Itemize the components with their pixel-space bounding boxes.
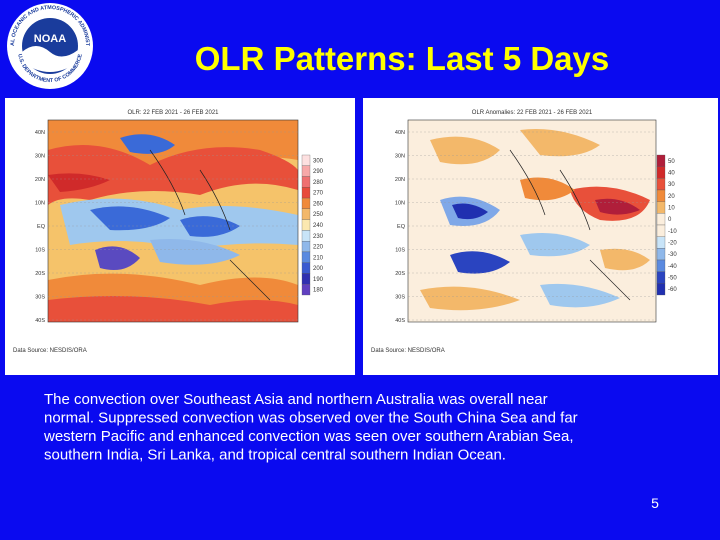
- lat-label: EQ: [37, 224, 46, 230]
- noaa-logo: NOAA NATIONAL OCEANIC AND ATMOSPHERIC AD…: [0, 0, 93, 89]
- colorbar-label: 230: [313, 234, 324, 240]
- colorbar-label: 250: [313, 212, 324, 218]
- lat-label: 20S: [395, 271, 405, 277]
- colorbar-label: -50: [668, 276, 677, 282]
- colorbar-label: -30: [668, 252, 677, 258]
- logo-name: NOAA: [34, 33, 66, 45]
- colorbar-label: 300: [313, 158, 324, 164]
- lat-label: 40S: [35, 318, 45, 324]
- colorbar-swatch: [656, 178, 666, 191]
- lat-label: 30N: [395, 154, 405, 160]
- colorbar-swatch: [656, 224, 666, 237]
- colorbar-label: -10: [668, 229, 677, 235]
- olr-map: [48, 120, 298, 322]
- colorbar-swatch: [301, 165, 311, 177]
- lat-label: 30S: [35, 295, 45, 301]
- colorbar-label: 30: [668, 182, 675, 188]
- colorbar-label: 240: [313, 223, 324, 229]
- lat-label: EQ: [397, 224, 406, 230]
- colorbar-label: 280: [313, 180, 324, 186]
- colorbar-label: 0: [668, 217, 672, 223]
- body-line: normal. Suppressed convection was observ…: [44, 410, 578, 427]
- colorbar-swatch: [656, 259, 666, 272]
- coastline: [509, 149, 631, 301]
- colorbar-label: 220: [313, 245, 324, 251]
- colorbar-swatch: [656, 213, 666, 226]
- colorbar-swatch: [301, 262, 311, 274]
- colorbar-swatch: [301, 241, 311, 253]
- colorbar-swatch: [656, 283, 666, 296]
- colorbar-label: 40: [668, 171, 675, 177]
- colorbar-swatch: [656, 166, 666, 179]
- map-title: OLR: 22 FEB 2021 - 26 FEB 2021: [127, 110, 219, 116]
- colorbar-label: 190: [313, 277, 324, 283]
- colorbar-swatch: [656, 271, 666, 284]
- colorbar-swatch: [656, 236, 666, 249]
- lat-label: 10N: [35, 201, 45, 207]
- map-frame: [407, 119, 657, 323]
- colorbar-swatch: [301, 273, 311, 285]
- colorbar-swatch: [656, 189, 666, 202]
- colorbar-swatch: [301, 208, 311, 220]
- colorbar-swatch: [301, 176, 311, 188]
- colorbar-label: -40: [668, 264, 677, 270]
- lat-label: 10N: [395, 201, 405, 207]
- page-number: 5: [651, 495, 659, 511]
- colorbar-label: -20: [668, 241, 677, 247]
- colorbar-swatch: [301, 284, 311, 296]
- lat-label: 10S: [35, 248, 45, 254]
- colorbar-swatch: [656, 154, 666, 167]
- lat-label: 40N: [35, 130, 45, 136]
- lat-label: 40N: [395, 130, 405, 136]
- colorbar-label: 180: [313, 288, 324, 294]
- colorbar-swatch: [656, 248, 666, 261]
- colorbar-swatch: [301, 187, 311, 199]
- coastline: [149, 149, 271, 301]
- olr-anomaly-map: [408, 120, 656, 322]
- lat-label: 10S: [395, 248, 405, 254]
- body-line: southern India, Sri Lanka, and tropical …: [44, 447, 506, 464]
- colorbar-label: 20: [668, 194, 675, 200]
- map-source: Data Source: NESDIS/ORA: [371, 348, 445, 354]
- colorbar-label: 290: [313, 169, 324, 175]
- colorbar-swatch: [656, 201, 666, 214]
- lat-label: 30N: [35, 154, 45, 160]
- body-line: western Pacific and enhanced convection …: [43, 428, 574, 445]
- colorbar-label: -60: [668, 287, 677, 293]
- lat-label: 20N: [395, 177, 405, 183]
- map-title: OLR Anomalies: 22 FEB 2021 - 26 FEB 2021: [472, 110, 593, 116]
- colorbar-swatch: [301, 219, 311, 231]
- colorbar-label: 50: [668, 159, 675, 165]
- colorbar-swatch: [301, 251, 311, 263]
- lat-label: 30S: [395, 295, 405, 301]
- lat-label: 20N: [35, 177, 45, 183]
- colorbar-label: 270: [313, 191, 324, 197]
- lat-label: 40S: [395, 318, 405, 324]
- body-text: The convection over Southeast Asia and n…: [43, 391, 578, 464]
- colorbar-swatch: [301, 230, 311, 242]
- colorbar-swatch: [301, 154, 311, 166]
- colorbar-label: 260: [313, 201, 324, 207]
- colorbar-label: 210: [313, 255, 324, 261]
- lat-label: 20S: [35, 271, 45, 277]
- map-frame: [47, 119, 299, 323]
- colorbar-swatch: [301, 197, 311, 209]
- body-line: The convection over Southeast Asia and n…: [44, 391, 548, 408]
- colorbar-label: 10: [668, 206, 675, 212]
- slide-title: OLR Patterns: Last 5 Days: [195, 40, 609, 77]
- map-source: Data Source: NESDIS/ORA: [13, 348, 87, 354]
- colorbar-label: 200: [313, 266, 324, 272]
